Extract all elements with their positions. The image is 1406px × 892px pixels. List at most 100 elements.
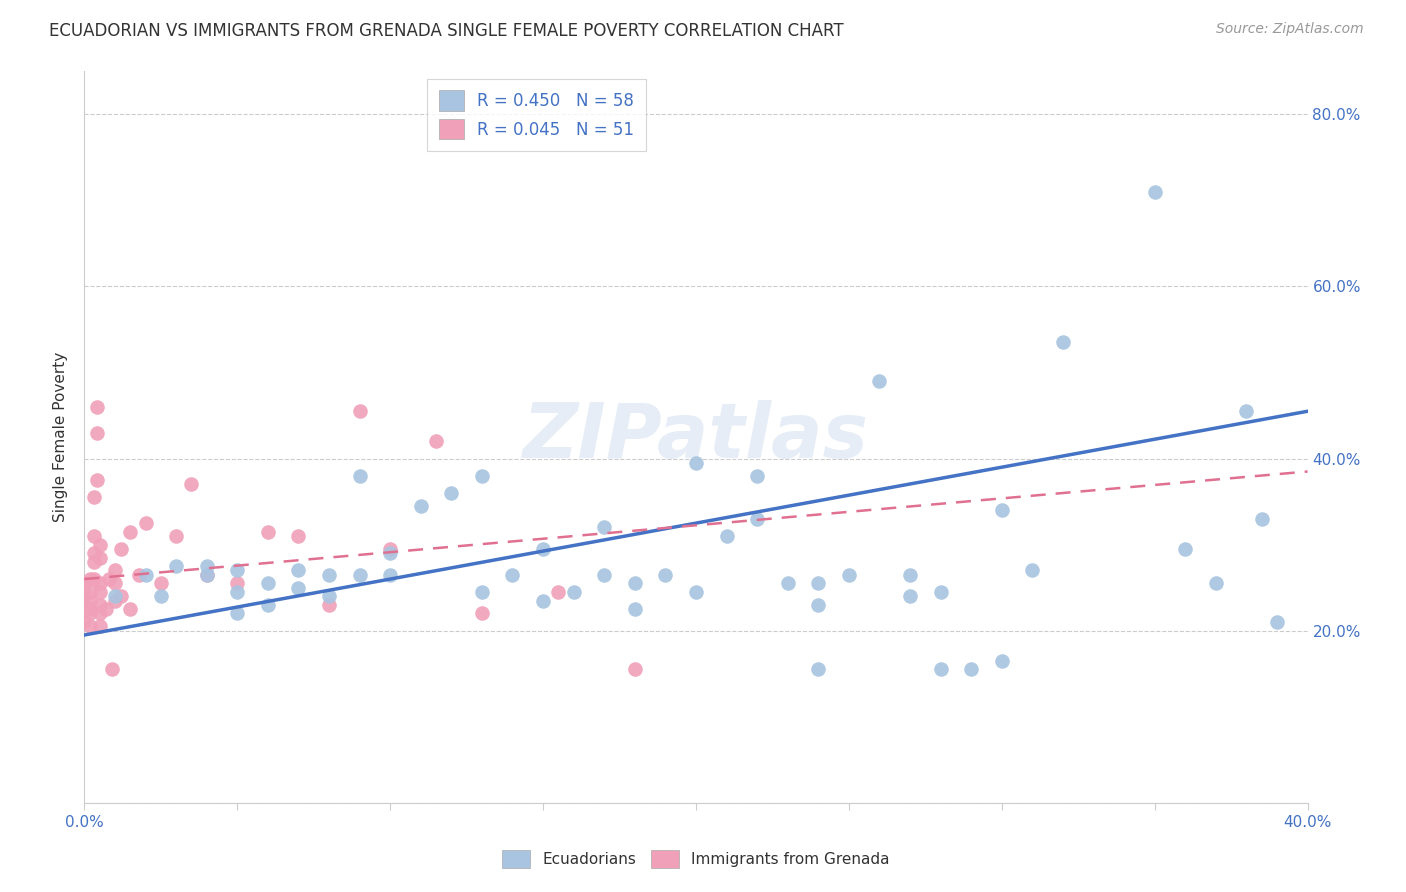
Point xyxy=(807,662,830,676)
Point xyxy=(110,541,132,556)
Point xyxy=(624,662,647,676)
Point xyxy=(287,529,309,543)
Point xyxy=(287,564,309,578)
Point xyxy=(195,567,218,582)
Point xyxy=(73,598,96,612)
Point xyxy=(86,473,108,487)
Point xyxy=(104,576,127,591)
Point xyxy=(747,468,769,483)
Point xyxy=(79,572,101,586)
Point xyxy=(1021,564,1043,578)
Point xyxy=(1052,335,1074,350)
Point xyxy=(593,520,616,534)
Y-axis label: Single Female Poverty: Single Female Poverty xyxy=(53,352,69,522)
Point xyxy=(226,576,249,591)
Point xyxy=(79,619,101,633)
Point xyxy=(562,585,585,599)
Point xyxy=(654,567,676,582)
Point xyxy=(104,593,127,607)
Point xyxy=(73,576,96,591)
Point xyxy=(89,619,111,633)
Point xyxy=(86,400,108,414)
Point xyxy=(318,567,340,582)
Point xyxy=(195,567,218,582)
Point xyxy=(747,512,769,526)
Point xyxy=(1265,615,1288,629)
Point xyxy=(991,654,1014,668)
Point xyxy=(1250,512,1272,526)
Point xyxy=(685,456,707,470)
Point xyxy=(79,585,101,599)
Point xyxy=(120,602,142,616)
Point xyxy=(807,576,830,591)
Point xyxy=(165,529,187,543)
Point xyxy=(960,662,983,676)
Point xyxy=(135,567,157,582)
Point xyxy=(593,567,616,582)
Point xyxy=(531,541,554,556)
Point xyxy=(1236,404,1258,418)
Point xyxy=(104,589,127,603)
Point xyxy=(471,607,494,621)
Text: ZIPatlas: ZIPatlas xyxy=(523,401,869,474)
Point xyxy=(869,374,891,388)
Point xyxy=(257,576,280,591)
Point xyxy=(287,581,309,595)
Point xyxy=(1205,576,1227,591)
Point xyxy=(1143,185,1166,199)
Point xyxy=(318,589,340,603)
Point xyxy=(838,567,860,582)
Point xyxy=(89,598,111,612)
Point xyxy=(226,564,249,578)
Point xyxy=(89,607,111,621)
Point xyxy=(120,524,142,539)
Point xyxy=(180,477,202,491)
Point xyxy=(502,567,524,582)
Point xyxy=(83,555,105,569)
Point xyxy=(929,662,952,676)
Point xyxy=(624,576,647,591)
Point xyxy=(104,564,127,578)
Point xyxy=(318,598,340,612)
Point xyxy=(898,567,921,582)
Point xyxy=(94,602,117,616)
Point xyxy=(89,538,111,552)
Point xyxy=(349,567,371,582)
Text: Source: ZipAtlas.com: Source: ZipAtlas.com xyxy=(1216,22,1364,37)
Point xyxy=(79,593,101,607)
Point xyxy=(776,576,799,591)
Point xyxy=(86,425,108,440)
Point xyxy=(257,524,280,539)
Point xyxy=(929,585,952,599)
Point xyxy=(165,559,187,574)
Point xyxy=(531,593,554,607)
Legend: Ecuadorians, Immigrants from Grenada: Ecuadorians, Immigrants from Grenada xyxy=(502,850,890,868)
Point xyxy=(257,598,280,612)
Point xyxy=(83,572,105,586)
Point xyxy=(716,529,738,543)
Point xyxy=(73,585,96,599)
Point xyxy=(83,546,105,560)
Point xyxy=(89,550,111,565)
Point xyxy=(149,589,172,603)
Point xyxy=(226,607,249,621)
Point xyxy=(135,516,157,530)
Point xyxy=(624,602,647,616)
Point xyxy=(83,491,105,505)
Point xyxy=(89,576,111,591)
Point xyxy=(898,589,921,603)
Point xyxy=(89,585,111,599)
Point xyxy=(110,589,132,603)
Point xyxy=(226,585,249,599)
Point xyxy=(991,503,1014,517)
Point xyxy=(149,576,172,591)
Point xyxy=(73,615,96,629)
Point xyxy=(685,585,707,599)
Point xyxy=(547,585,569,599)
Point xyxy=(380,546,402,560)
Point xyxy=(79,607,101,621)
Point xyxy=(425,434,447,449)
Point xyxy=(101,662,124,676)
Point xyxy=(380,541,402,556)
Point xyxy=(807,598,830,612)
